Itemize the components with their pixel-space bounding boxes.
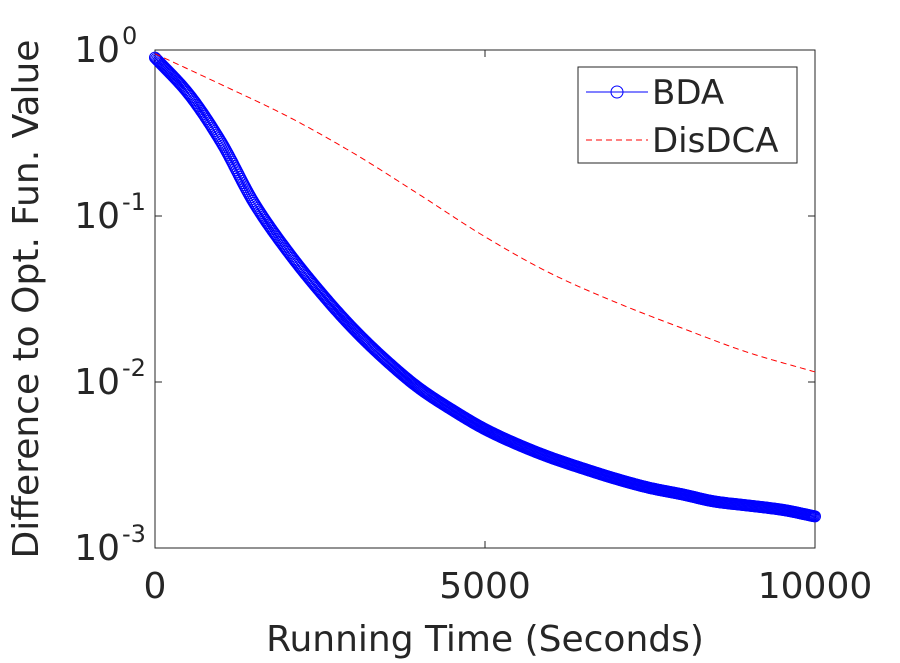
legend-box — [577, 66, 798, 164]
series-line-disdca — [154, 53, 816, 373]
x-tick-label: 10000 — [758, 566, 873, 607]
y-axis-label: Difference to Opt. Fun. Value — [6, 40, 47, 559]
y-tick-label: 10 — [74, 196, 120, 237]
x-axis-label: Running Time (Seconds) — [266, 619, 704, 660]
legend-bda-marker — [610, 85, 624, 99]
data-point — [809, 510, 821, 523]
y-tick-exponent: -1 — [122, 188, 146, 216]
y-tick-label: 10 — [74, 528, 120, 569]
data-point — [215, 135, 227, 148]
x-tick-label: 5000 — [439, 566, 531, 607]
y-tick-exponent: -3 — [122, 520, 146, 548]
axis-ticks — [154, 49, 816, 549]
y-tick-label: 10 — [74, 362, 120, 403]
y-tick-label: 10 — [74, 30, 120, 71]
series-layer — [149, 51, 821, 523]
series-markers-bda — [149, 51, 821, 523]
y-tick-exponent: 0 — [122, 22, 137, 50]
legend-disdca-label: DisDCA — [652, 121, 779, 161]
x-tick-label: 0 — [144, 566, 167, 607]
legend: BDA DisDCA — [577, 66, 798, 164]
legend-bda-label: BDA — [652, 73, 724, 113]
y-tick-exponent: -2 — [122, 354, 146, 382]
